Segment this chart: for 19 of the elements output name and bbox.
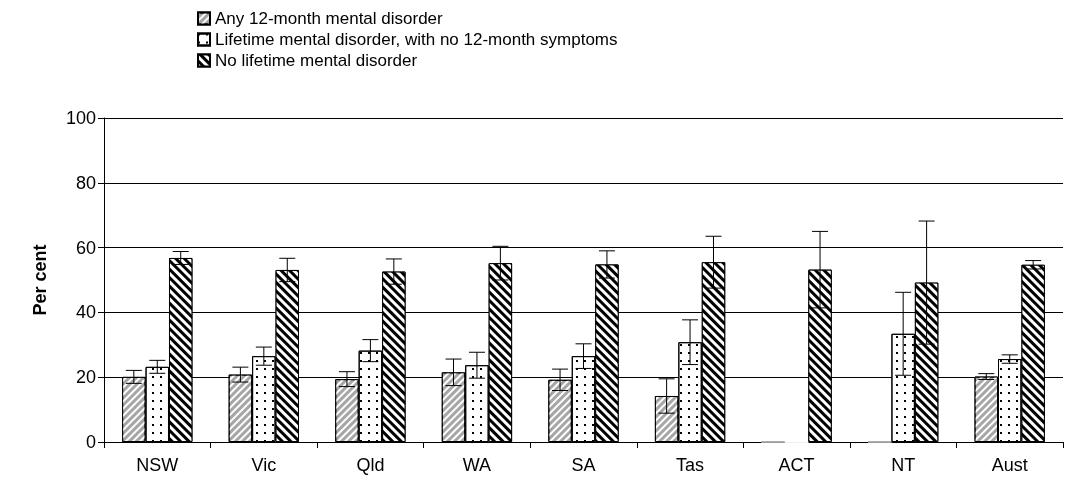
- x-tick-label: SA: [571, 455, 596, 475]
- y-axis-title: Per cent: [30, 244, 50, 316]
- y-tick-label: 80: [75, 172, 96, 193]
- x-tick-label: Vic: [251, 455, 277, 475]
- x-tick-label: Aust: [991, 455, 1028, 475]
- x-tick-label: ACT: [778, 455, 815, 475]
- y-tick-label: 100: [65, 108, 96, 128]
- x-tick-label: NSW: [136, 455, 179, 475]
- x-tick-label: NT: [891, 455, 916, 475]
- y-tick-label: 0: [85, 432, 96, 452]
- y-tick-label: 40: [75, 302, 96, 323]
- y-tick-label: 20: [75, 367, 96, 388]
- x-tick-label: Tas: [676, 455, 705, 475]
- x-tick-label: Qld: [356, 455, 385, 475]
- legend-label: Any 12-month mental disorder: [215, 9, 444, 28]
- x-tick-label: WA: [462, 455, 492, 475]
- legend-label: Lifetime mental disorder, with no 12-month symptoms: [215, 30, 618, 49]
- legend-label: No lifetime mental disorder: [215, 51, 418, 70]
- y-tick-label: 60: [75, 237, 96, 258]
